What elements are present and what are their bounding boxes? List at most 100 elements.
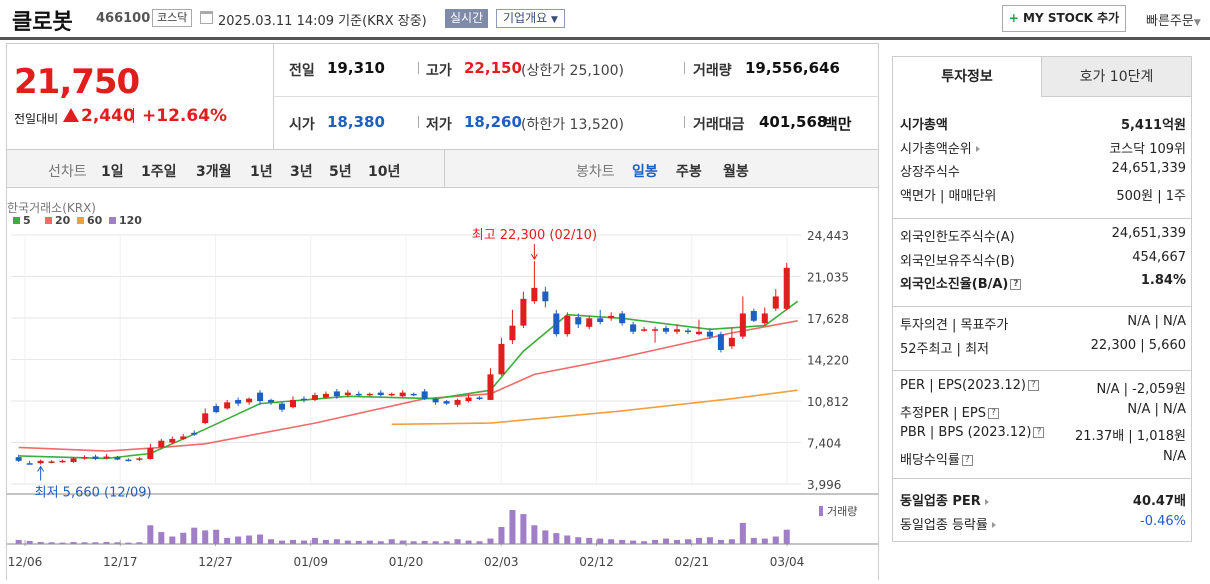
high-value: 22,150 [464, 59, 522, 77]
volume-bar [454, 539, 461, 544]
invest-info-panel [892, 56, 1192, 542]
volume-legend-swatch [819, 506, 823, 516]
candle-body [663, 328, 670, 332]
candle-body [739, 313, 746, 337]
volume-bar [180, 532, 187, 544]
tab-monthly[interactable]: 월봉 [723, 164, 749, 180]
candle-body [81, 457, 88, 459]
candle-body [59, 460, 66, 463]
chevron-right-icon[interactable] [984, 498, 989, 505]
x-tick-label: 01/20 [389, 555, 424, 569]
y-tick-label: 10,812 [807, 395, 849, 409]
info-value: 22,300 | 5,660 [1090, 337, 1186, 353]
x-tick-label: 02/21 [674, 555, 709, 569]
info-label-text: 시가총액순위 [900, 141, 972, 157]
volume-bar [224, 537, 231, 544]
info-group-divider [893, 478, 1191, 479]
candle-body [322, 393, 329, 398]
info-label-text: 상장주식수 [900, 165, 960, 181]
candle-body [630, 324, 637, 332]
candle-body [695, 331, 702, 335]
legend-swatch [109, 217, 116, 224]
chevron-right-icon[interactable] [975, 146, 980, 153]
info-label: 외국인한도주식수(A) [900, 226, 1015, 245]
tab-1d[interactable]: 1일 [101, 164, 124, 180]
candle-body [652, 329, 659, 331]
tab-3m[interactable]: 3개월 [196, 164, 232, 180]
quick-order-dropdown[interactable]: 빠른주문▼ [1146, 10, 1201, 29]
tab-invest-info[interactable]: 투자정보 [893, 57, 1042, 97]
help-icon[interactable]: ? [987, 407, 999, 419]
info-value: 21.37배 | 1,018원 [1075, 429, 1186, 445]
help-icon[interactable]: ? [1027, 380, 1039, 391]
volume-bar [641, 541, 648, 544]
info-label-text: 추정PER | EPS [900, 405, 986, 421]
stat-tick [684, 116, 685, 128]
company-info-dropdown[interactable]: 기업개요 ▼ [496, 9, 565, 28]
volume-bar [487, 538, 494, 544]
volume-bar [81, 542, 88, 544]
info-label: 시가총액순위 [900, 138, 980, 157]
volume-bar [476, 541, 483, 544]
candle-body [180, 436, 187, 439]
help-icon[interactable]: ? [961, 454, 973, 466]
volume-bar [531, 525, 538, 544]
volume-bar [673, 539, 681, 544]
current-price: 21,750 [14, 62, 140, 102]
y-tick-label: 17,628 [807, 312, 849, 326]
tab-quote-10[interactable]: 호가 10단계 [1042, 57, 1191, 97]
volume-bar [399, 540, 406, 544]
high-arrow-head [530, 253, 538, 261]
candle-chart-label: 봉차트 [576, 164, 615, 180]
volume-bar [136, 542, 143, 544]
open-value: 18,380 [327, 113, 385, 131]
low-arrow-head [37, 465, 45, 472]
volume-bar [213, 529, 220, 544]
tab-3y[interactable]: 3년 [290, 164, 313, 180]
tab-10y[interactable]: 10년 [368, 164, 401, 180]
line-chart-label: 선차트 [48, 164, 87, 180]
volume-bar [191, 527, 198, 544]
volume-legend-label: 거래량 [827, 505, 857, 518]
candle-body [432, 398, 439, 403]
info-label: PBR | BPS (2023.12)? [900, 425, 1045, 440]
volume-bar [26, 540, 33, 544]
candle-body [487, 374, 494, 400]
tab-daily[interactable]: 일봉 [632, 164, 658, 180]
tab-1y[interactable]: 1년 [250, 164, 273, 180]
price-chart: 한국거래소(KRX)5 20 60 120 24,443 21,035 17,628 14,2… [7, 201, 878, 569]
company-info-label: 기업개요 [503, 11, 548, 25]
volume-bar [761, 538, 768, 544]
info-label-text: 동일업종 PER [900, 494, 981, 509]
chevron-right-icon[interactable] [991, 522, 996, 529]
tab-1w[interactable]: 1주일 [141, 164, 177, 180]
tab-weekly[interactable]: 주봉 [676, 164, 702, 180]
volume-bar [706, 537, 713, 544]
chart-tabs-bar [6, 150, 879, 188]
my-stock-add-button[interactable]: + MY STOCK 추가 [1002, 5, 1126, 32]
volume-bar [366, 540, 373, 544]
volume-bar [70, 541, 77, 544]
x-tick-label: 12/27 [198, 555, 233, 569]
candle-body [278, 403, 286, 410]
tab-5y[interactable]: 5년 [329, 164, 352, 180]
volume-bar [575, 537, 582, 544]
high-annotation: 최고 22,300 (02/10) [472, 228, 597, 243]
info-label-text: 외국인소진율(B/A) [900, 277, 1009, 293]
info-label-text: PER | EPS(2023.12) [900, 378, 1026, 393]
volume-bar [268, 539, 275, 544]
help-icon[interactable]: ? [1010, 279, 1022, 291]
candle-body [246, 398, 253, 403]
volume-bar [158, 532, 165, 544]
candle-body [388, 393, 395, 396]
quick-order-label: 빠른주문 [1146, 14, 1194, 29]
info-value: 454,667 [1132, 249, 1186, 265]
candle-body [114, 457, 121, 460]
candle-body [377, 392, 384, 396]
realtime-button[interactable]: 실시간 [445, 9, 489, 28]
candle-body [454, 399, 461, 405]
volume-bar [333, 539, 340, 544]
volume-bar [652, 539, 659, 544]
candle-body [202, 413, 209, 424]
help-icon[interactable]: ? [1033, 427, 1045, 439]
